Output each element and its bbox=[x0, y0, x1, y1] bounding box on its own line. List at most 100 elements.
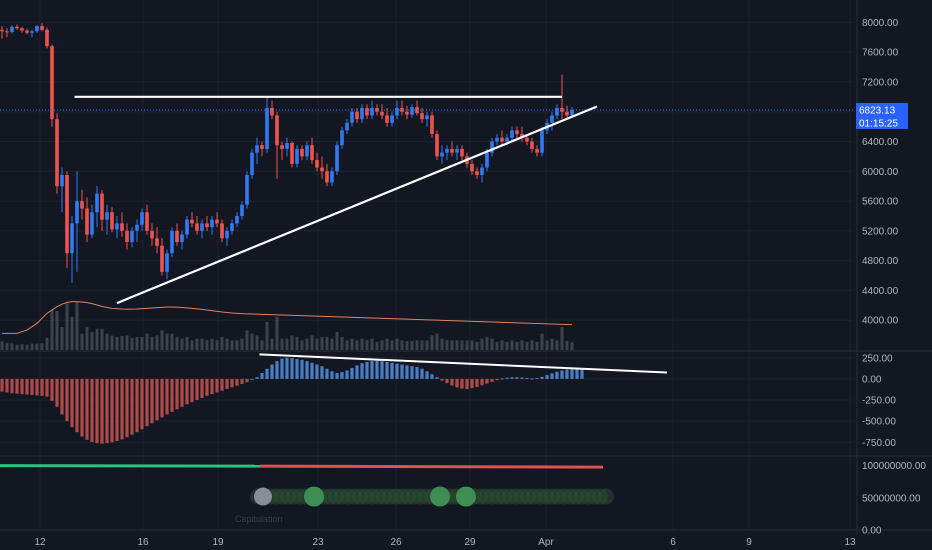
volume-bar bbox=[335, 332, 339, 350]
indicator-dot-green bbox=[456, 486, 476, 507]
histogram-bar bbox=[500, 378, 504, 380]
histogram-bar bbox=[515, 377, 519, 379]
histogram-bar bbox=[195, 378, 199, 401]
histogram-bar bbox=[470, 378, 474, 389]
volume-bar bbox=[380, 340, 384, 350]
histogram-bar bbox=[475, 378, 479, 387]
histogram-bar bbox=[155, 378, 159, 421]
histogram-bar bbox=[45, 378, 49, 397]
histogram-bar bbox=[100, 378, 104, 444]
volume-bar bbox=[265, 322, 269, 350]
candle-body bbox=[420, 113, 424, 120]
histogram-bar bbox=[85, 378, 89, 440]
histogram-bar bbox=[300, 359, 304, 379]
candle-body bbox=[220, 223, 224, 239]
histogram-bar bbox=[255, 377, 259, 379]
histogram-bar bbox=[75, 378, 79, 433]
volume-bar bbox=[35, 343, 39, 350]
histogram-bar bbox=[175, 378, 179, 410]
volume-bar bbox=[370, 338, 374, 350]
trendlines[interactable] bbox=[74, 95, 598, 305]
histogram-bar bbox=[430, 374, 434, 379]
price-tick-label: 7600.00 bbox=[862, 48, 899, 59]
candle-body bbox=[480, 167, 484, 175]
volume-bar bbox=[290, 335, 294, 350]
volume-bar bbox=[480, 338, 484, 350]
candle-body bbox=[265, 107, 269, 149]
volume-bar bbox=[470, 340, 474, 350]
volume-bar bbox=[185, 337, 189, 350]
histogram-bar bbox=[505, 377, 509, 379]
volume-bar bbox=[460, 340, 464, 350]
histogram-bar bbox=[170, 378, 174, 412]
candle-body bbox=[250, 152, 254, 175]
candle-body bbox=[325, 171, 329, 183]
price-trendline bbox=[116, 105, 598, 305]
volume-bar bbox=[530, 340, 534, 350]
candle-body bbox=[160, 245, 164, 272]
histogram-bar bbox=[60, 378, 64, 415]
volume-bar bbox=[295, 337, 299, 350]
volume-bar bbox=[255, 335, 259, 350]
histogram-bar bbox=[65, 378, 69, 422]
volume-bar bbox=[5, 343, 9, 350]
candle-body bbox=[470, 163, 474, 172]
oscillator-histogram bbox=[0, 353, 668, 444]
volume-bar bbox=[325, 337, 329, 350]
indicator-dot-green bbox=[304, 486, 324, 507]
candle-body bbox=[520, 134, 524, 138]
candle-body bbox=[535, 148, 539, 153]
candle-body bbox=[515, 130, 519, 135]
candle-body bbox=[135, 224, 139, 231]
price-tick-label: 5600.00 bbox=[862, 197, 899, 208]
volume-bar bbox=[160, 330, 164, 350]
volume-bar bbox=[445, 340, 449, 350]
histogram-bar bbox=[40, 378, 44, 396]
histogram-bar bbox=[180, 378, 184, 407]
price-tick-label: 4400.00 bbox=[862, 286, 899, 297]
volume-bar bbox=[320, 337, 324, 350]
oscillator-tick-label: -500.00 bbox=[862, 417, 896, 428]
candle-body bbox=[120, 223, 124, 231]
volume-bar bbox=[400, 340, 404, 350]
candle-body bbox=[350, 111, 354, 123]
countdown-tag bbox=[856, 115, 908, 129]
histogram-bar bbox=[50, 378, 54, 401]
histogram-bar bbox=[90, 378, 94, 442]
histogram-bar bbox=[275, 361, 279, 379]
volume-bar bbox=[165, 333, 169, 350]
histogram-bar bbox=[520, 377, 524, 379]
volume-bar bbox=[390, 340, 394, 350]
volume-bar bbox=[150, 337, 154, 350]
capitulation-label: Capitulation bbox=[235, 514, 283, 524]
volume-bar bbox=[180, 338, 184, 350]
histogram-bar bbox=[425, 371, 429, 379]
candle-body bbox=[65, 175, 69, 254]
last-price-tag bbox=[856, 102, 908, 116]
volume-bar bbox=[85, 327, 89, 350]
candle-body bbox=[340, 130, 344, 146]
volume-bar bbox=[80, 333, 84, 350]
candle-body bbox=[385, 115, 389, 123]
histogram-bar bbox=[400, 364, 404, 379]
price-tick-label: 6400.00 bbox=[862, 137, 899, 148]
axes: 8000.007600.007200.006800.006400.006000.… bbox=[34, 18, 926, 548]
volume-bar bbox=[210, 338, 214, 350]
histogram-bar bbox=[5, 378, 9, 393]
candle-body bbox=[185, 219, 189, 235]
volume-bar bbox=[565, 341, 569, 350]
candle-body bbox=[125, 230, 129, 243]
volume-bar bbox=[505, 342, 509, 350]
histogram-bar bbox=[250, 378, 254, 381]
volume-bar bbox=[15, 344, 19, 350]
volume-bar bbox=[10, 343, 14, 350]
volume-bar bbox=[570, 342, 574, 350]
histogram-bar bbox=[200, 378, 204, 398]
histogram-bar bbox=[325, 368, 329, 379]
volume-bar bbox=[245, 330, 249, 350]
candle-body bbox=[50, 46, 54, 120]
candle-body bbox=[365, 107, 369, 116]
candle-body bbox=[540, 130, 544, 153]
volume-bar bbox=[450, 340, 454, 350]
